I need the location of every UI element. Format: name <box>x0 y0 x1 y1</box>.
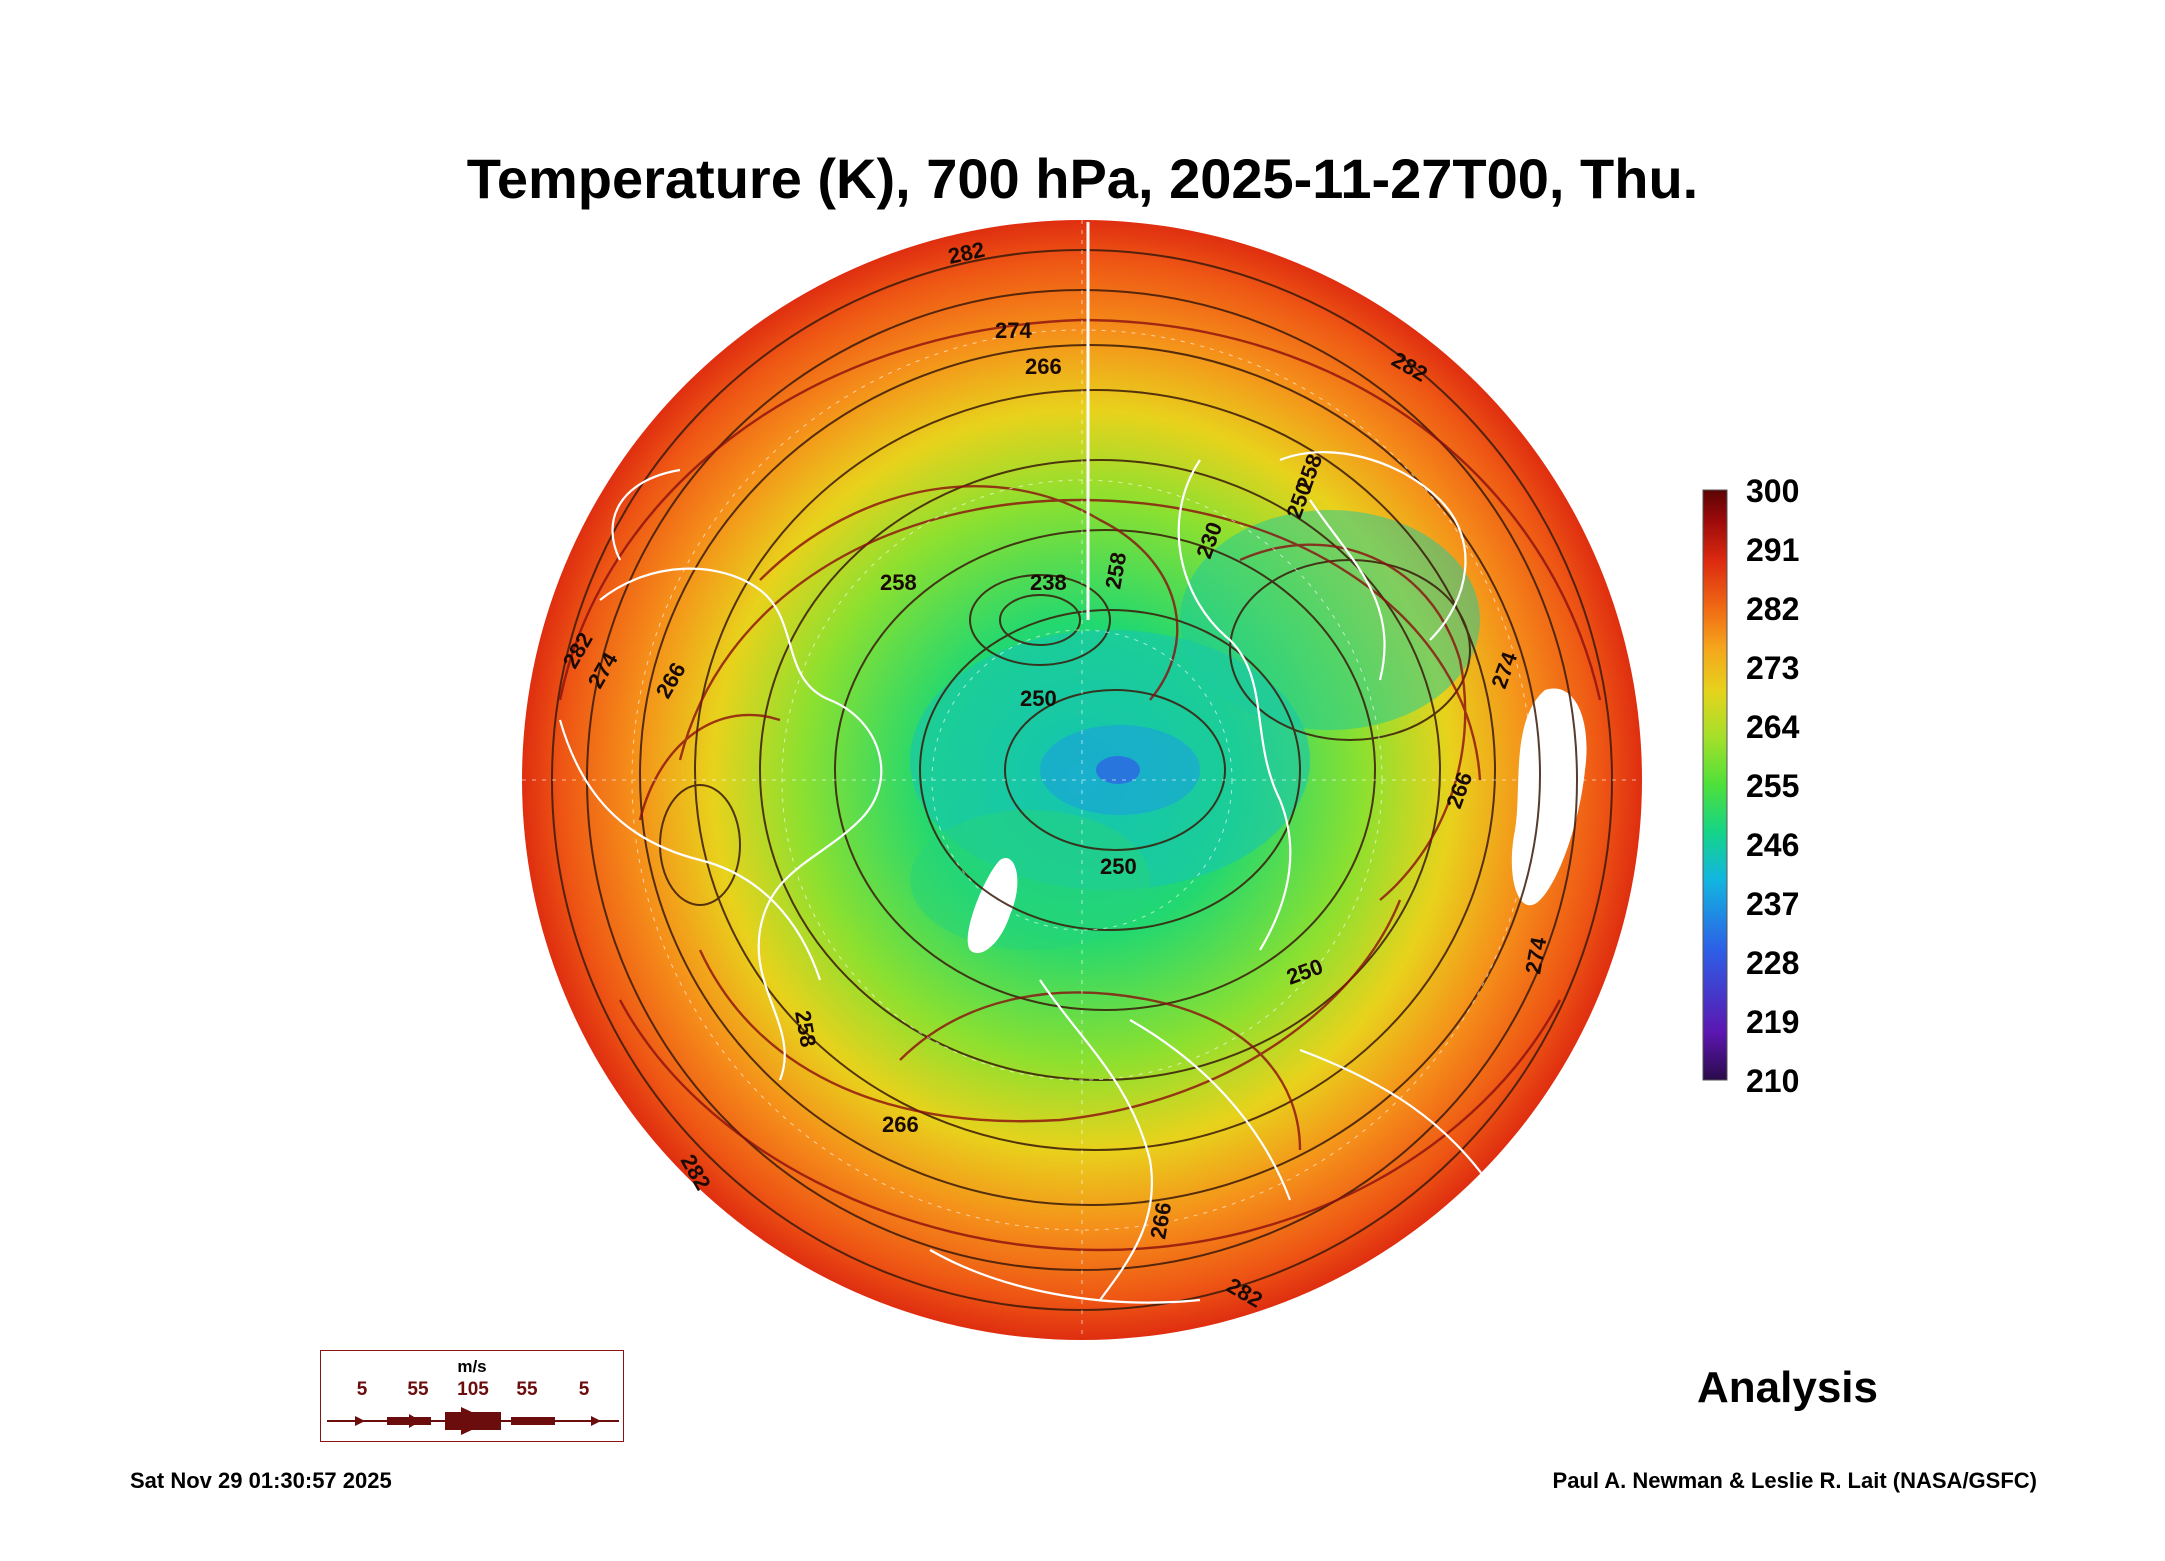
graticule <box>522 220 1642 1340</box>
wind-legend-value: 55 <box>407 1379 429 1400</box>
colorbar-label: 210 <box>1746 1063 1800 1099</box>
colorbar <box>1702 489 1728 1081</box>
contour-label: 250 <box>1100 854 1137 879</box>
colorbar-label: 219 <box>1746 1004 1800 1040</box>
colorbar-label: 246 <box>1746 827 1800 863</box>
colorbar-label: 228 <box>1746 945 1800 981</box>
colorbar-label: 255 <box>1746 768 1800 804</box>
colorbar-label: 282 <box>1746 591 1800 627</box>
wind-legend: m/s 5 55 105 55 5 <box>320 1350 624 1442</box>
credit: Paul A. Newman & Leslie R. Lait (NASA/GS… <box>1552 1468 2037 1493</box>
contour-label: 266 <box>882 1112 919 1137</box>
wind-legend-arrow <box>327 1407 619 1435</box>
colorbar-label: 273 <box>1746 650 1800 686</box>
contour-label: 266 <box>1025 354 1062 379</box>
colorbar-label: 237 <box>1746 886 1800 922</box>
wind-streamlines <box>558 318 1602 1252</box>
analysis-label: Analysis <box>1697 1363 1878 1412</box>
colorbar-label: 291 <box>1746 532 1800 568</box>
coastlines <box>558 451 1501 1304</box>
contour-label: 250 <box>1020 686 1057 711</box>
globe <box>522 220 1642 1340</box>
wind-legend-value: 105 <box>457 1379 489 1400</box>
contour-label: 274 <box>995 318 1032 343</box>
contour-label: 258 <box>880 570 917 595</box>
wind-legend-value: 5 <box>578 1379 590 1400</box>
contour-label: 238 <box>1030 570 1067 595</box>
wind-legend-unit: m/s <box>457 1357 487 1376</box>
colorbar-label: 264 <box>1746 709 1800 745</box>
wind-legend-value: 55 <box>516 1379 538 1400</box>
colorbar-label: 300 <box>1746 473 1800 509</box>
timestamp: Sat Nov 29 01:30:57 2025 <box>130 1468 392 1493</box>
wind-legend-value: 5 <box>356 1379 368 1400</box>
plot-title: Temperature (K), 700 hPa, 2025-11-27T00,… <box>466 147 1699 210</box>
